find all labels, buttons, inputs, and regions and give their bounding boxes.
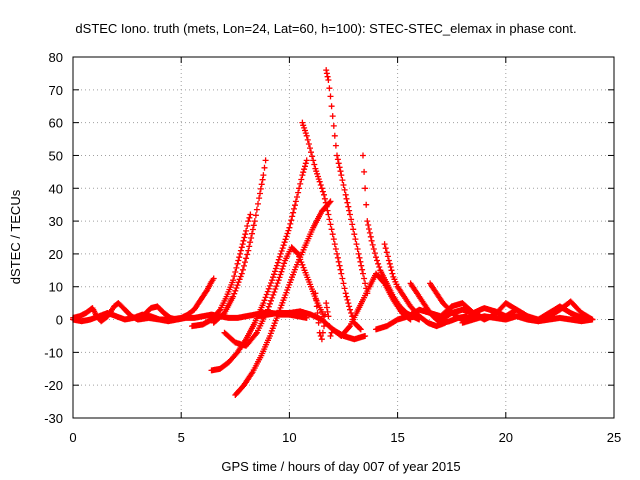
- axis-ticks: 0 5 10 15 20 25 -30 -20 -10 0 10 20 30 40 50 60 70 80: [44, 50, 621, 445]
- data-series-10: [299, 119, 364, 333]
- series-markers: [208, 157, 310, 374]
- y-tick-label: -30: [44, 411, 63, 426]
- x-tick-label: 10: [282, 430, 296, 445]
- series-markers: [459, 313, 596, 326]
- y-tick-label: 50: [49, 148, 63, 163]
- x-tick-label: 5: [178, 430, 185, 445]
- series-markers: [210, 157, 269, 326]
- series-markers: [323, 67, 371, 297]
- series-markers: [134, 275, 217, 323]
- x-axis-label: GPS time / hours of day 007 of year 2015: [221, 459, 460, 474]
- y-tick-label: 20: [49, 247, 63, 262]
- y-tick-label: 30: [49, 214, 63, 229]
- series-markers: [381, 241, 449, 330]
- chart-title: dSTEC Iono. truth (mets, Lon=24, Lat=60,…: [75, 21, 576, 36]
- data-points: [70, 67, 596, 398]
- x-tick-label: 20: [499, 430, 513, 445]
- series-markers: [312, 290, 336, 343]
- y-tick-label: 60: [49, 116, 63, 131]
- y-tick-label: 10: [49, 280, 63, 295]
- x-tick-label: 15: [390, 430, 404, 445]
- series-markers: [360, 152, 423, 323]
- y-tick-label: 80: [49, 50, 63, 65]
- x-tick-label: 0: [69, 430, 76, 445]
- data-series-11: [323, 67, 371, 297]
- data-series-14: [360, 152, 423, 323]
- series-markers: [189, 211, 254, 330]
- y-axis-label: dSTEC / TECUs: [8, 189, 23, 284]
- data-series-3: [134, 275, 217, 323]
- y-tick-label: 70: [49, 83, 63, 98]
- data-series-15: [381, 241, 449, 330]
- y-tick-label: -20: [44, 378, 63, 393]
- y-tick-label: 0: [56, 313, 63, 328]
- data-series-20: [459, 313, 596, 326]
- grid: [73, 57, 614, 418]
- series-markers: [299, 119, 364, 333]
- data-series-6: [208, 157, 310, 374]
- data-series-5: [210, 157, 269, 326]
- y-tick-label: 40: [49, 181, 63, 196]
- data-series-4: [189, 211, 254, 330]
- plot-frame: [72, 56, 615, 419]
- y-tick-label: -10: [44, 345, 63, 360]
- x-tick-label: 25: [607, 430, 621, 445]
- data-series-12: [312, 290, 336, 343]
